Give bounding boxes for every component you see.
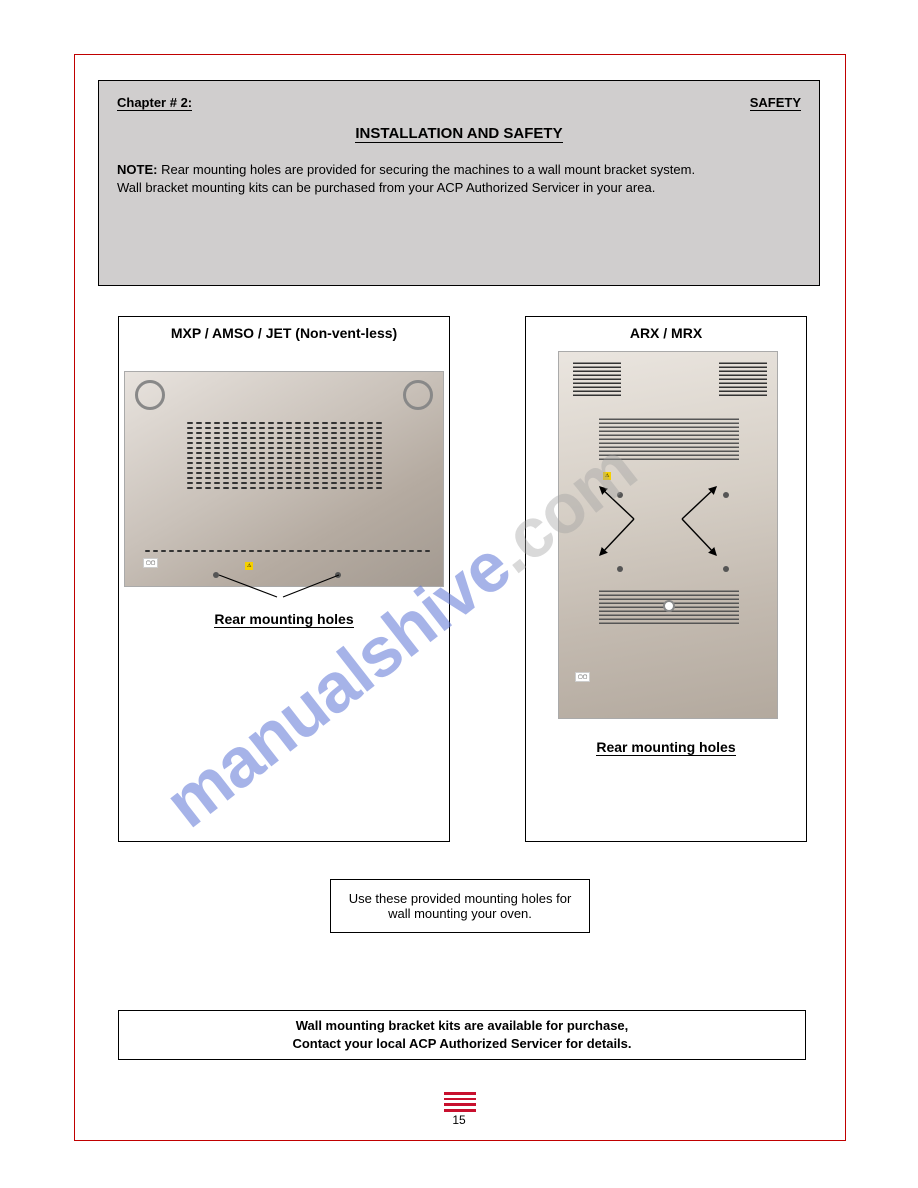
right-panel-heading: ARX / MRX [526,325,806,341]
note-line-2: Wall bracket mounting kits can be purcha… [117,180,655,195]
mount-hole-r3 [617,566,623,572]
header-title-text: INSTALLATION AND SAFETY [355,125,562,143]
header-box: Chapter # 2: SAFETY INSTALLATION AND SAF… [98,80,820,286]
fan-right-icon [403,380,433,410]
vent-grid: document.write(Array.from({length:14},()… [187,422,382,492]
callout-arrows-left [205,539,355,599]
mount-note-2: wall mounting your oven. [343,906,577,921]
note-label: NOTE: [117,162,157,177]
right-caption-text: Rear mounting holes [596,739,735,756]
note-line-1: Rear mounting holes are provided for sec… [161,162,695,177]
top-vent-left [573,362,621,396]
callout-arrows-right [586,463,726,563]
info-label-icon: ▢▢ [143,558,158,568]
section-label: SAFETY [750,95,801,111]
mount-hole-r4 [723,566,729,572]
chapter-label: Chapter # 2: [117,95,192,111]
header-row: Chapter # 2: SAFETY [117,95,801,111]
top-vent-right [719,362,767,396]
center-hole [663,600,675,612]
info-box: Wall mounting bracket kits are available… [118,1010,806,1060]
mid-vent-1 [599,418,739,460]
us-flag-icon [444,1092,476,1112]
left-caption: Rear mounting holes [119,611,449,628]
fan-left-icon [135,380,165,410]
mount-note-box: Use these provided mounting holes for wa… [330,879,590,933]
left-photo-panel: MXP / AMSO / JET (Non-vent-less) documen… [118,316,450,842]
header-body: NOTE: Rear mounting holes are provided f… [117,161,801,196]
page-number: 15 [0,1113,918,1127]
info-label-icon-r: ▢▢ [575,672,590,682]
left-caption-text: Rear mounting holes [214,611,353,628]
info-line-2: Contact your local ACP Authorized Servic… [119,1035,805,1053]
mount-note-1: Use these provided mounting holes for [343,891,577,906]
info-line-1: Wall mounting bracket kits are available… [119,1017,805,1035]
right-photo-panel: ARX / MRX ⚠ ▢▢ Rear mounting holes [525,316,807,842]
right-caption: Rear mounting holes [526,739,806,756]
header-title: INSTALLATION AND SAFETY [117,125,801,143]
left-panel-heading: MXP / AMSO / JET (Non-vent-less) [119,325,449,341]
